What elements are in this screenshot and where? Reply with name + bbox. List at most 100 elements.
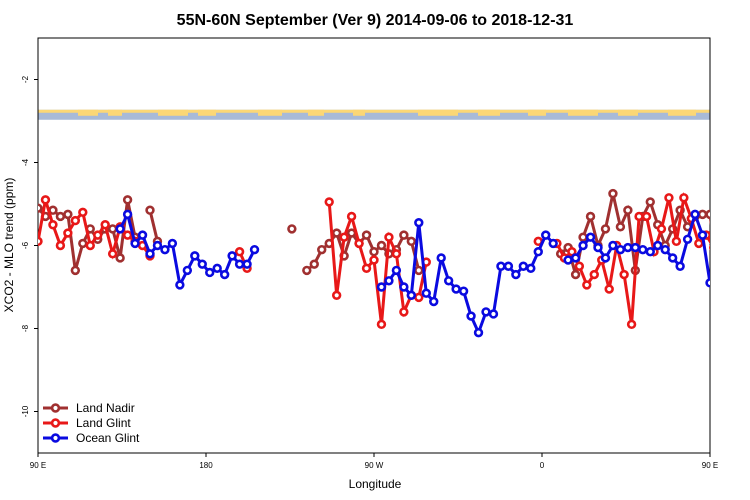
data-point xyxy=(212,263,222,274)
data-point xyxy=(623,242,633,253)
y-tick-label: -8 xyxy=(21,324,30,332)
data-point xyxy=(63,209,73,220)
data-point xyxy=(70,215,81,226)
data-point xyxy=(369,255,379,265)
data-point xyxy=(234,259,245,269)
legend-swatch-marker xyxy=(50,403,61,413)
data-point xyxy=(197,259,207,269)
data-point xyxy=(55,211,66,222)
data-point xyxy=(660,244,670,255)
data-point xyxy=(473,327,484,338)
map-strip-land xyxy=(38,109,710,113)
legend-label: Ocean Glint xyxy=(76,431,140,445)
data-point xyxy=(578,240,588,251)
data-point xyxy=(570,253,581,263)
data-point xyxy=(694,238,704,249)
data-point xyxy=(466,311,476,321)
x-axis-label: Longitude xyxy=(349,477,402,491)
data-point xyxy=(496,261,506,271)
y-tick-label: -4 xyxy=(21,158,30,166)
data-point xyxy=(391,249,402,259)
data-point xyxy=(137,230,148,240)
y-tick-label: -10 xyxy=(21,405,30,417)
data-point xyxy=(107,224,118,234)
data-point xyxy=(234,247,245,257)
data-point xyxy=(697,209,708,220)
data-point xyxy=(705,209,710,220)
data-point xyxy=(63,228,73,238)
data-point xyxy=(38,203,43,213)
legend-swatch-marker xyxy=(50,433,61,443)
data-point xyxy=(399,282,409,292)
data-point xyxy=(122,209,133,220)
data-point xyxy=(78,238,88,249)
data-point xyxy=(619,269,629,280)
data-point xyxy=(70,265,81,276)
y-tick-label: -6 xyxy=(21,241,30,249)
y-tick-label: -2 xyxy=(21,75,30,83)
series-land-nadir xyxy=(38,188,710,280)
data-point xyxy=(107,249,118,259)
data-point xyxy=(541,230,551,240)
data-point xyxy=(331,290,342,300)
data-point xyxy=(645,197,655,207)
y-axis-label: XCO2 - MLO trend (ppm) xyxy=(2,178,16,313)
data-point xyxy=(122,195,133,205)
data-point xyxy=(406,290,417,300)
data-point xyxy=(585,232,596,242)
data-point xyxy=(414,292,424,303)
data-point xyxy=(667,253,678,263)
data-point xyxy=(608,188,618,199)
data-point xyxy=(653,240,663,251)
x-tick-label: 180 xyxy=(199,461,213,470)
data-point xyxy=(391,265,402,276)
data-point xyxy=(376,319,387,330)
data-point xyxy=(317,244,327,255)
data-point xyxy=(346,211,357,222)
data-point xyxy=(671,236,682,247)
data-point xyxy=(623,205,633,215)
data-point xyxy=(436,253,446,263)
data-point xyxy=(190,251,200,261)
data-point xyxy=(705,278,710,288)
x-tick-label: 90 W xyxy=(365,461,384,470)
data-point xyxy=(451,284,461,294)
series-line xyxy=(148,209,159,242)
data-point xyxy=(593,242,603,253)
data-point xyxy=(578,232,588,242)
data-point xyxy=(167,238,178,249)
data-point xyxy=(309,259,319,269)
y-axis: -2 -4 -6 -8 -10 xyxy=(21,75,38,417)
data-point xyxy=(656,224,667,234)
series-line xyxy=(559,193,710,275)
data-point xyxy=(675,261,685,271)
data-point xyxy=(361,230,372,240)
data-point xyxy=(122,230,133,240)
data-point xyxy=(182,265,193,276)
data-point xyxy=(533,247,543,257)
data-point xyxy=(406,236,417,247)
legend-item: Land Glint xyxy=(43,416,131,430)
data-point xyxy=(227,251,237,261)
series-line xyxy=(305,229,421,272)
data-point xyxy=(219,269,230,280)
data-point xyxy=(38,236,43,247)
data-point xyxy=(414,265,424,276)
data-point xyxy=(600,253,611,263)
data-point xyxy=(481,307,491,317)
data-point xyxy=(458,286,469,296)
data-point xyxy=(152,240,163,251)
data-point xyxy=(115,253,125,263)
x-tick-label: 90 E xyxy=(702,461,718,470)
data-point xyxy=(399,230,409,240)
data-point xyxy=(376,240,387,251)
data-point xyxy=(608,240,618,251)
data-point xyxy=(690,209,700,220)
data-point xyxy=(55,240,66,251)
data-point xyxy=(361,263,372,274)
data-point xyxy=(115,224,125,234)
data-point xyxy=(600,224,611,234)
data-point xyxy=(664,193,674,203)
legend-item: Land Nadir xyxy=(43,401,135,415)
